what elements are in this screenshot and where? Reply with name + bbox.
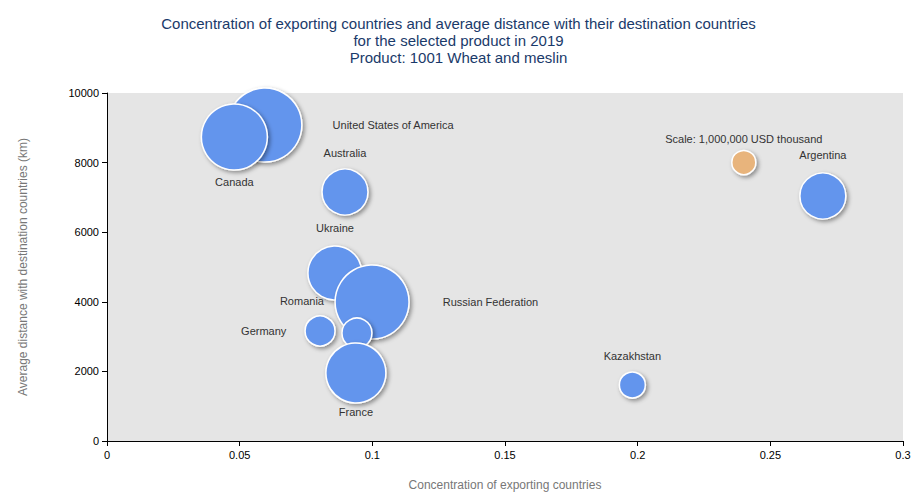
svg-text:France: France <box>339 406 373 418</box>
svg-text:0.15: 0.15 <box>494 449 515 461</box>
svg-text:Kazakhstan: Kazakhstan <box>604 350 661 362</box>
svg-text:United States of America: United States of America <box>333 119 455 131</box>
svg-text:0.05: 0.05 <box>229 449 250 461</box>
svg-text:Product: 1001 Wheat and meslin: Product: 1001 Wheat and meslin <box>350 49 568 66</box>
svg-text:6000: 6000 <box>75 226 99 238</box>
svg-text:Germany: Germany <box>241 325 287 337</box>
svg-text:Australia: Australia <box>324 147 368 159</box>
svg-text:2000: 2000 <box>75 365 99 377</box>
svg-text:Ukraine: Ukraine <box>316 222 354 234</box>
svg-text:0.1: 0.1 <box>365 449 380 461</box>
svg-text:0.25: 0.25 <box>760 449 781 461</box>
svg-text:Concentration of exporting cou: Concentration of exporting countries and… <box>161 15 756 32</box>
svg-text:Canada: Canada <box>215 176 254 188</box>
svg-text:Concentration of exporting cou: Concentration of exporting countries <box>409 478 602 492</box>
svg-text:0: 0 <box>93 435 99 447</box>
svg-text:8000: 8000 <box>75 157 99 169</box>
svg-text:0.3: 0.3 <box>895 449 910 461</box>
svg-text:Russian Federation: Russian Federation <box>443 296 538 308</box>
svg-text:4000: 4000 <box>75 296 99 308</box>
svg-text:Scale: 1,000,000 USD thousand: Scale: 1,000,000 USD thousand <box>665 133 822 145</box>
svg-text:10000: 10000 <box>68 87 99 99</box>
svg-text:Romania: Romania <box>280 295 325 307</box>
svg-text:0.2: 0.2 <box>630 449 645 461</box>
svg-text:Average distance with destinat: Average distance with destination countr… <box>16 138 30 396</box>
svg-text:0: 0 <box>104 449 110 461</box>
svg-text:Argentina: Argentina <box>799 149 847 161</box>
svg-text:for the selected product in 20: for the selected product in 2019 <box>353 32 563 49</box>
